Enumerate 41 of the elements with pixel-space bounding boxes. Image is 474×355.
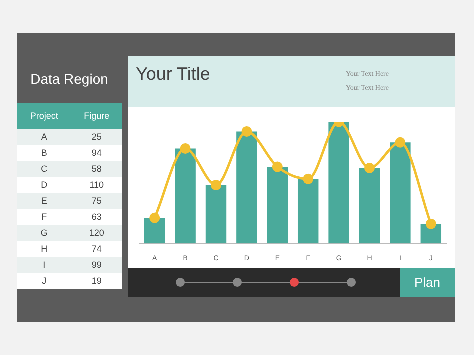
text: Project (17, 103, 72, 129)
data-label: 94 (90, 147, 103, 160)
category-label: E (17, 193, 72, 209)
data-label: 74 (90, 243, 103, 256)
data-label: 120 (72, 225, 122, 241)
point (426, 218, 436, 230)
bar (328, 122, 350, 244)
data-label: 25 (72, 129, 122, 145)
text: Figure (72, 103, 122, 129)
data-label: 19 (90, 275, 103, 288)
point (242, 126, 252, 137)
bar (390, 142, 411, 244)
data-label: 110 (88, 179, 106, 192)
point (364, 162, 375, 174)
category-label: A (17, 129, 72, 145)
data-label: 58 (72, 161, 122, 177)
point (303, 174, 314, 184)
data-label: 75 (72, 193, 122, 209)
point (150, 212, 160, 224)
chart-title: Your Title (136, 64, 210, 85)
bar (175, 148, 196, 244)
category-label: J (41, 275, 48, 288)
point (211, 180, 222, 190)
bar (298, 179, 319, 244)
category-label: G (17, 225, 72, 241)
category-label: C (17, 161, 72, 177)
point (180, 144, 191, 154)
category-label: D (40, 179, 49, 192)
bar (236, 132, 258, 244)
data-label: 99 (72, 257, 122, 273)
point (272, 162, 283, 172)
point (395, 137, 406, 148)
category-label: F (40, 211, 48, 224)
bar (267, 166, 288, 244)
bar (359, 168, 380, 244)
data-label: 63 (90, 211, 103, 224)
text: Data Region (30, 70, 110, 89)
bar (206, 185, 227, 244)
category-label: B (40, 147, 48, 160)
bar (144, 218, 166, 244)
text: Plan (400, 268, 455, 297)
